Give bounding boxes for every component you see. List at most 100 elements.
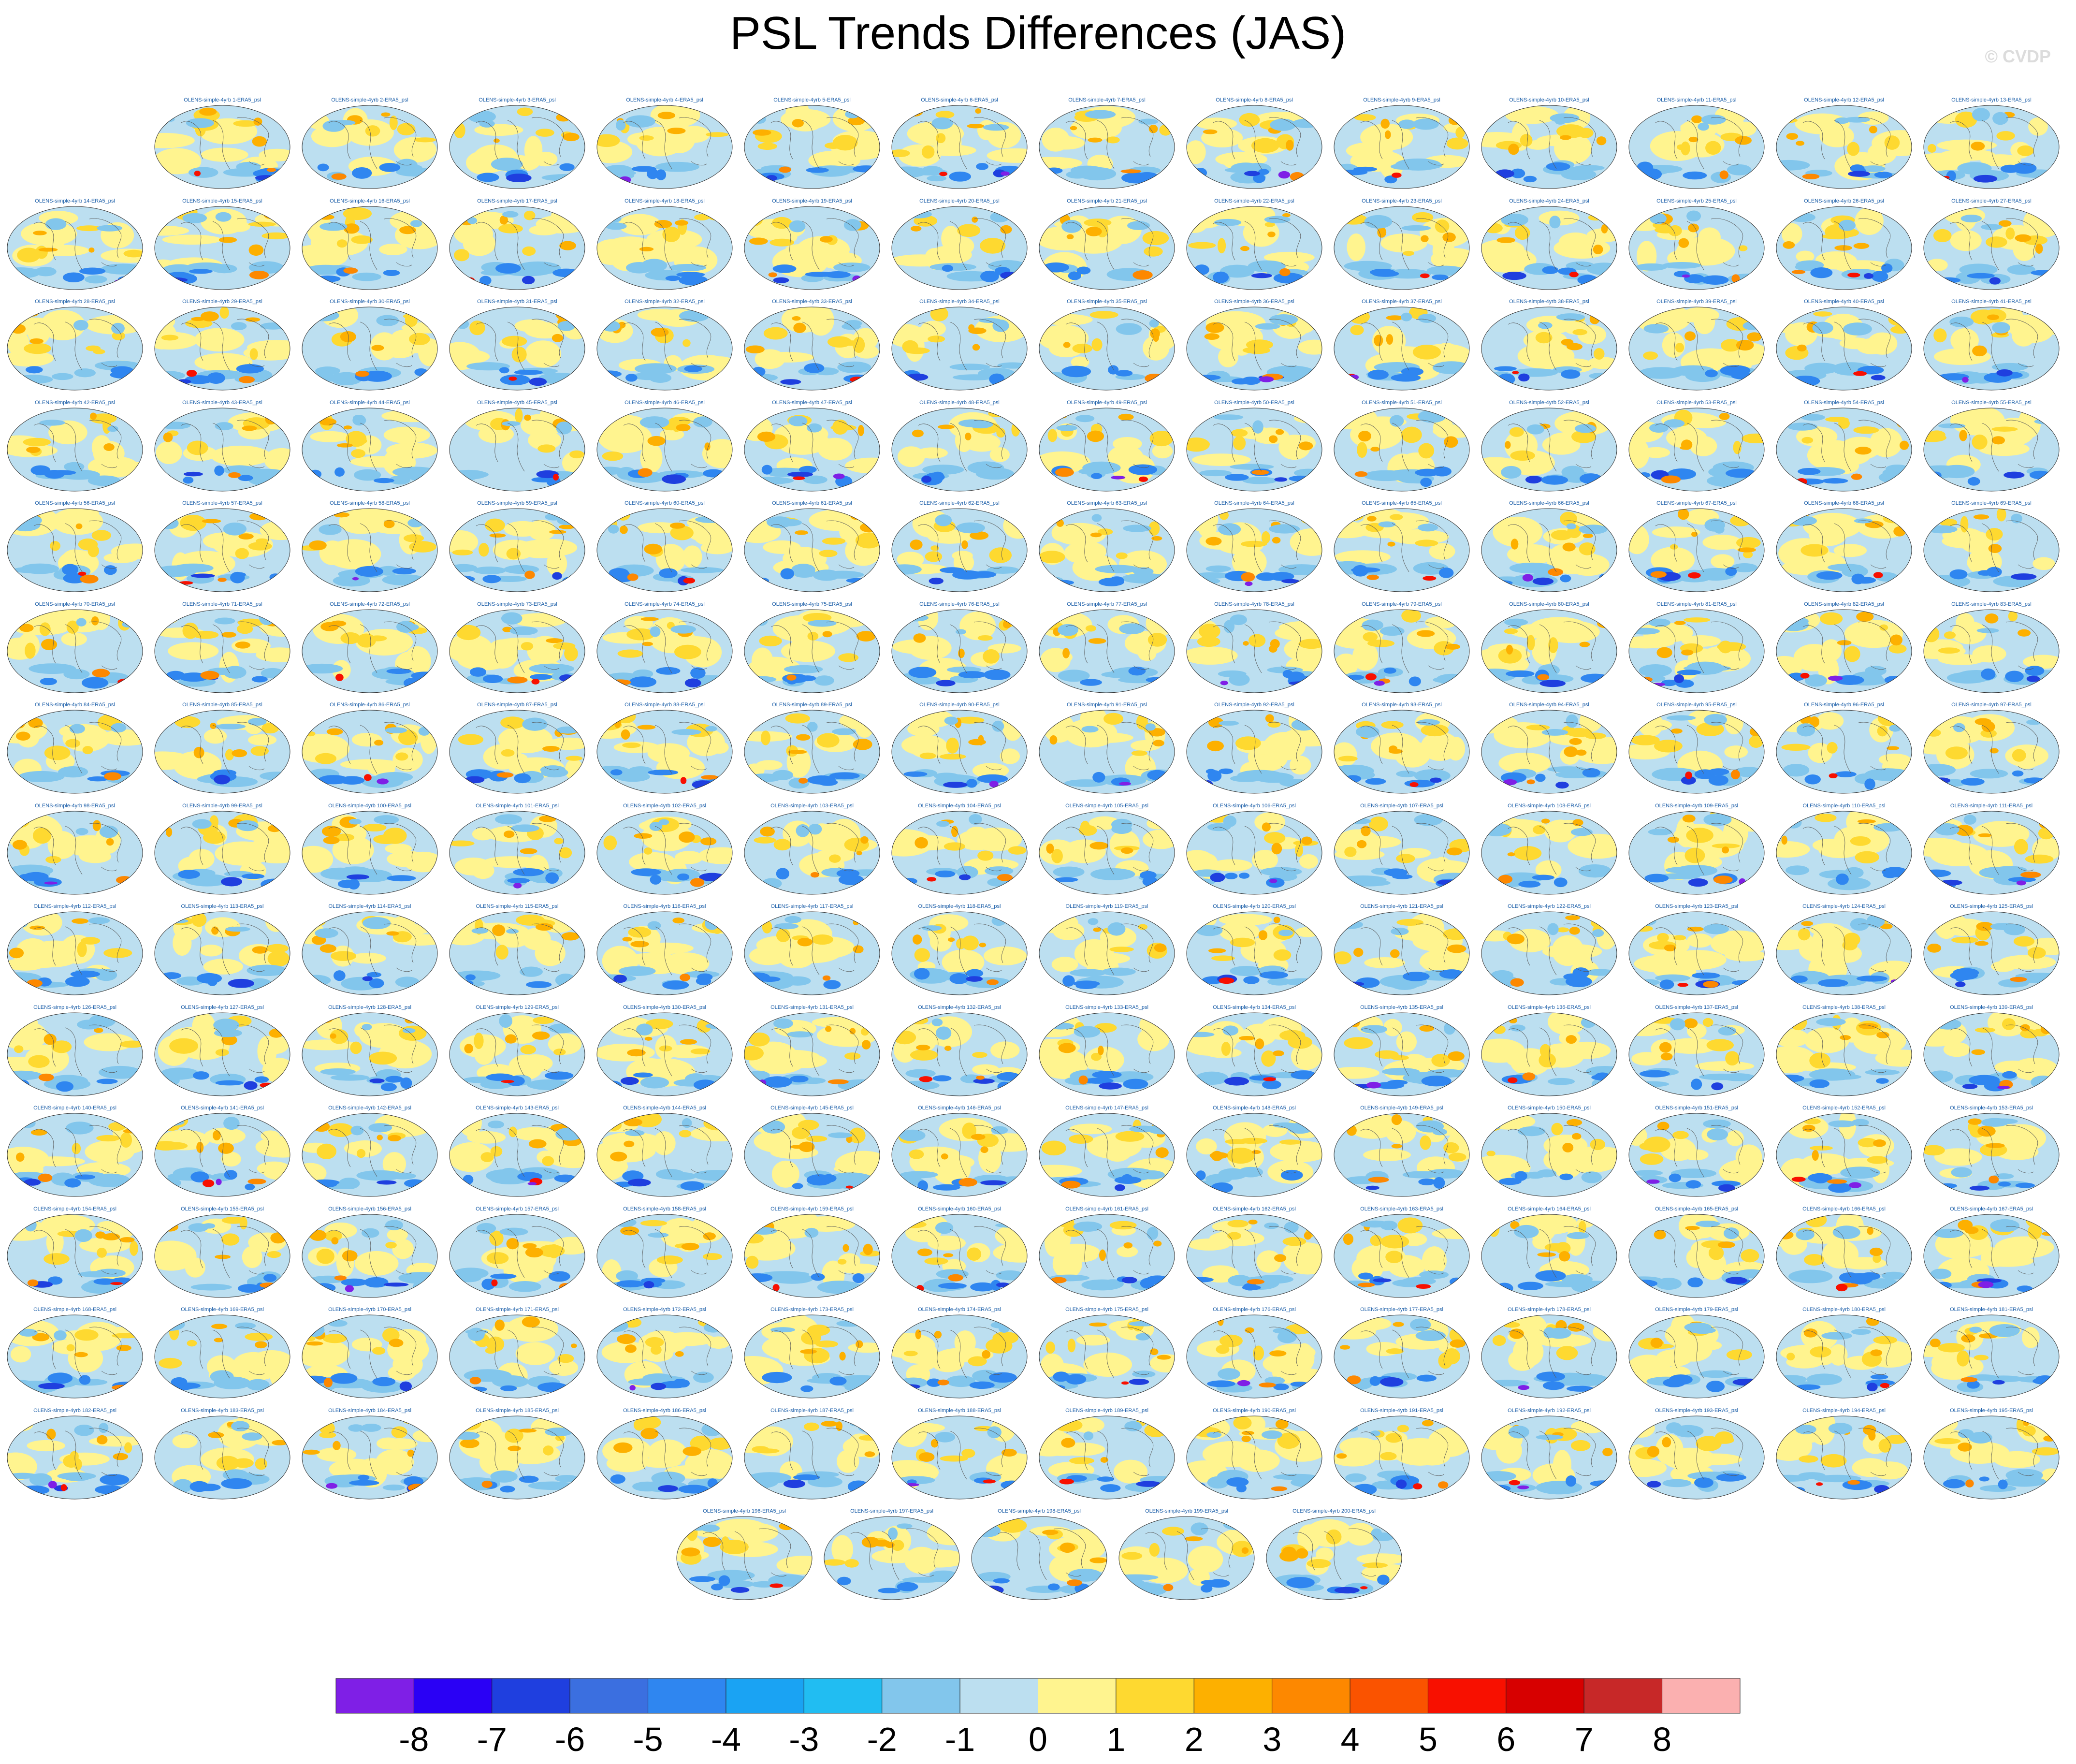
- anomaly-blob: [1547, 923, 1559, 935]
- anomaly-blob: [681, 567, 724, 573]
- map-outline: [744, 911, 880, 995]
- coastline: [328, 117, 417, 169]
- anomaly-blob: [813, 569, 841, 581]
- global-map: [1039, 306, 1175, 391]
- anomaly-blob: [552, 572, 562, 580]
- anomaly-blob: [40, 677, 57, 685]
- anomaly-blob: [1391, 1114, 1402, 1125]
- anomaly-blob: [1791, 269, 1806, 274]
- anomaly-blob: [1960, 516, 1969, 533]
- map-panel: OLENS-simple-4yrb 150-ERA5_psl: [1479, 1105, 1619, 1205]
- anomaly-blob: [1289, 475, 1312, 481]
- panel-label: OLENS-simple-4yrb 146-ERA5_psl: [918, 1105, 1001, 1111]
- global-map: [596, 710, 733, 794]
- anomaly-blob: [1930, 471, 1942, 480]
- anomaly-blob: [929, 262, 977, 271]
- map-panel: OLENS-simple-4yrb 133-ERA5_psl: [1037, 1004, 1177, 1105]
- anomaly-blob: [859, 523, 879, 533]
- anomaly-blob: [1951, 1167, 1972, 1178]
- anomaly-blob: [352, 414, 365, 422]
- anomaly-blob: [786, 674, 797, 681]
- anomaly-blob: [931, 471, 944, 480]
- anomaly-blob: [1688, 572, 1701, 579]
- anomaly-blob: [969, 814, 982, 825]
- anomaly-blob: [25, 310, 39, 317]
- anomaly-blob: [1851, 473, 1862, 480]
- map-outline: [1628, 508, 1765, 592]
- anomaly-blob: [1730, 515, 1752, 526]
- anomaly-blob: [1061, 365, 1091, 378]
- anomaly-blob: [1429, 543, 1455, 560]
- anomaly-blob: [1143, 335, 1170, 361]
- anomaly-blob: [816, 733, 840, 748]
- anomaly-blob: [1052, 1248, 1082, 1279]
- map-outline: [449, 1012, 585, 1096]
- coastline: [1950, 319, 2038, 371]
- anomaly-blob: [1251, 1150, 1261, 1154]
- anomaly-blob: [1853, 371, 1867, 376]
- anomaly-blob: [163, 432, 173, 442]
- anomaly-blob: [1054, 877, 1078, 882]
- anomaly-blob: [1039, 451, 1091, 473]
- anomaly-blob: [650, 105, 700, 128]
- anomaly-blob: [1365, 673, 1377, 681]
- anomaly-blob: [38, 1073, 54, 1081]
- global-map: [1776, 1113, 1912, 1197]
- anomaly-blob: [363, 774, 372, 781]
- anomaly-blob: [1389, 514, 1403, 520]
- panel-label: OLENS-simple-4yrb 66-ERA5_psl: [1509, 500, 1589, 506]
- coastline: [623, 621, 711, 673]
- anomaly-blob: [210, 723, 217, 729]
- anomaly-blob: [1560, 135, 1571, 140]
- global-map: [1628, 1012, 1765, 1096]
- panel-label: OLENS-simple-4yrb 74-ERA5_psl: [624, 601, 705, 607]
- anomaly-blob: [215, 212, 232, 222]
- coastline: [33, 319, 122, 371]
- anomaly-blob: [1809, 1145, 1833, 1151]
- anomaly-blob: [1357, 835, 1401, 848]
- anomaly-blob: [403, 534, 424, 542]
- anomaly-blob: [1123, 525, 1151, 532]
- anomaly-blob: [13, 375, 53, 384]
- anomaly-blob: [317, 1143, 337, 1159]
- anomaly-blob: [1000, 748, 1020, 764]
- panel-label: OLENS-simple-4yrb 16-ERA5_psl: [330, 198, 410, 204]
- map-panel: OLENS-simple-4yrb 29-ERA5_psl: [152, 298, 292, 399]
- global-map: [7, 1113, 143, 1197]
- anomaly-blob: [38, 247, 58, 252]
- anomaly-blob: [1147, 817, 1168, 829]
- anomaly-blob: [29, 663, 76, 674]
- anomaly-blob: [1231, 429, 1248, 437]
- anomaly-blob: [40, 309, 86, 341]
- anomaly-blob: [1635, 263, 1668, 271]
- global-map: [1481, 710, 1617, 794]
- anomaly-blob: [1893, 526, 1906, 537]
- anomaly-blob: [1495, 169, 1515, 178]
- anomaly-blob: [398, 1025, 427, 1041]
- panel-label: OLENS-simple-4yrb 47-ERA5_psl: [772, 399, 852, 406]
- anomaly-blob: [513, 882, 522, 889]
- anomaly-blob: [644, 1036, 653, 1041]
- anomaly-blob: [1152, 443, 1173, 458]
- anomaly-blob: [762, 877, 782, 889]
- anomaly-blob: [935, 870, 956, 877]
- anomaly-blob: [7, 1380, 33, 1387]
- anomaly-blob: [822, 630, 832, 637]
- global-map: [1481, 105, 1617, 189]
- anomaly-blob: [377, 1135, 383, 1140]
- anomaly-blob: [1127, 220, 1150, 230]
- map-outline: [1923, 508, 2060, 592]
- anomaly-blob: [2034, 418, 2057, 424]
- anomaly-blob: [807, 722, 818, 732]
- anomaly-blob: [470, 363, 500, 370]
- anomaly-blob: [1648, 828, 1672, 835]
- anomaly-blob: [1420, 948, 1469, 974]
- anomaly-blob: [1138, 118, 1158, 125]
- anomaly-blob: [1873, 823, 1903, 831]
- map-panel: OLENS-simple-4yrb 114-ERA5_psl: [300, 903, 440, 1004]
- anomaly-blob: [1805, 1214, 1827, 1227]
- anomaly-blob: [602, 451, 624, 461]
- map-panel: OLENS-simple-4yrb 143-ERA5_psl: [447, 1105, 587, 1205]
- panel-label: OLENS-simple-4yrb 101-ERA5_psl: [476, 802, 559, 809]
- anomaly-blob: [96, 1135, 120, 1142]
